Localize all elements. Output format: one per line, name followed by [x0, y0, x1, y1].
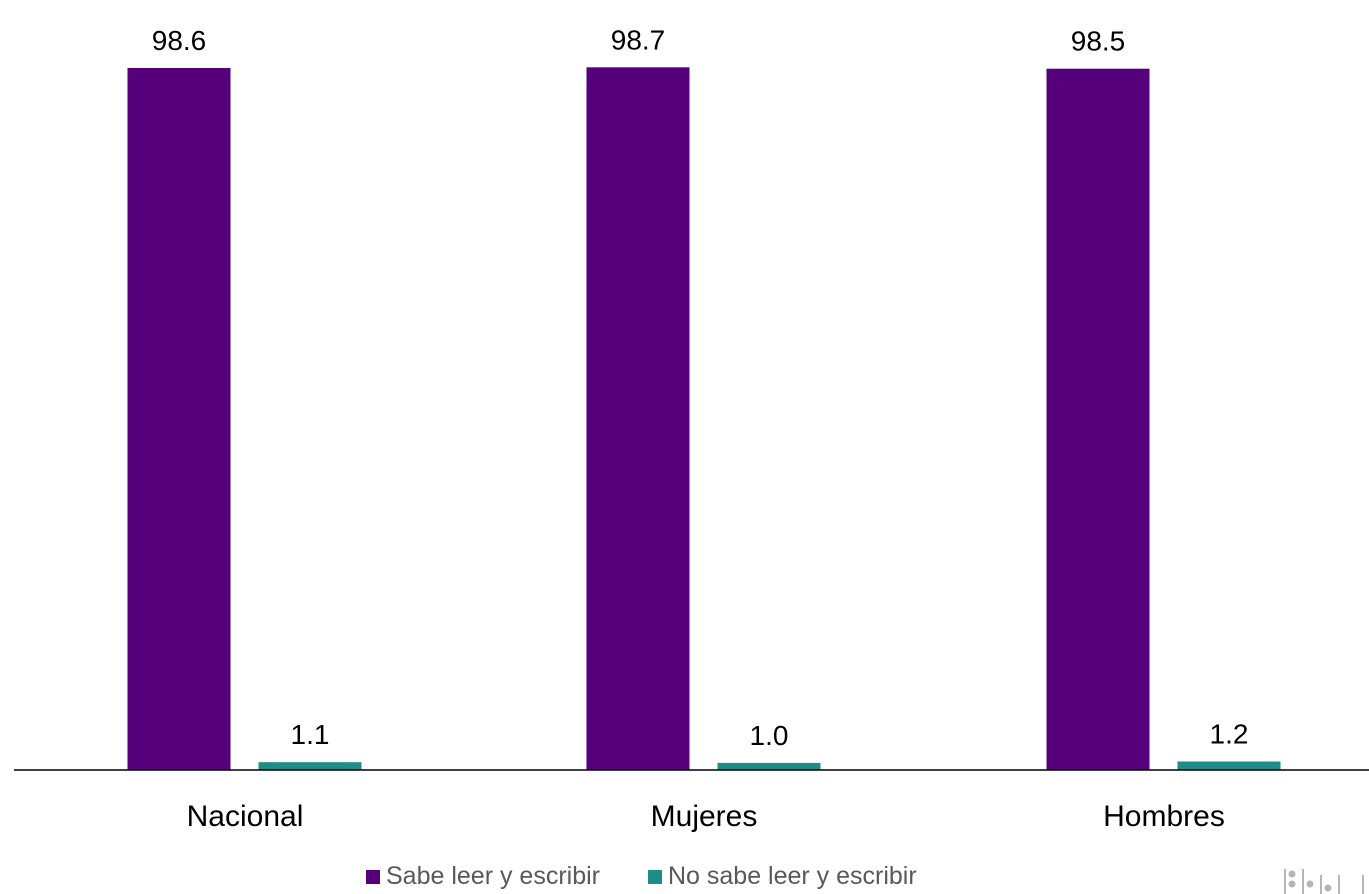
legend-label-series-1: Sabe leer y escribir — [386, 862, 600, 890]
bar-2-mujeres — [717, 762, 821, 770]
bars-group — [127, 67, 1281, 771]
data-label-2-nacional: 1.1 — [291, 719, 330, 750]
data-label-1-mujeres: 98.7 — [611, 24, 666, 55]
bar-1-mujeres — [586, 67, 690, 771]
legend-swatch-series-1 — [366, 869, 380, 884]
data-label-2-mujeres: 1.0 — [750, 720, 789, 751]
bar-2-hombres — [1177, 761, 1281, 770]
legend-swatch-series-2 — [647, 869, 662, 884]
bar-1-hombres — [1046, 68, 1150, 770]
labels-group: 98.6 98.7 98.5 1.1 1.0 1.2 Nacional Mujeres Homb… — [152, 24, 1249, 833]
bar-2-nacional — [258, 762, 362, 770]
category-label-nacional: Nacional — [187, 800, 304, 833]
category-label-mujeres: Mujeres — [651, 800, 758, 833]
data-label-1-nacional: 98.6 — [152, 25, 207, 56]
legend-item-series-1: Sabe leer y escribir — [366, 862, 600, 891]
data-label-1-hombres: 98.5 — [1071, 26, 1126, 57]
data-label-2-hombres: 1.2 — [1210, 719, 1249, 750]
inegi-logo-icon — [1283, 863, 1369, 894]
bar-1-nacional — [127, 68, 231, 770]
category-label-hombres: Hombres — [1103, 800, 1225, 833]
legend-item-series-2: No sabe leer y escribir — [647, 862, 917, 891]
legend: Sabe leer y escribir No sabe leer y escr… — [366, 862, 917, 891]
legend-label-series-2: No sabe leer y escribir — [667, 862, 917, 890]
